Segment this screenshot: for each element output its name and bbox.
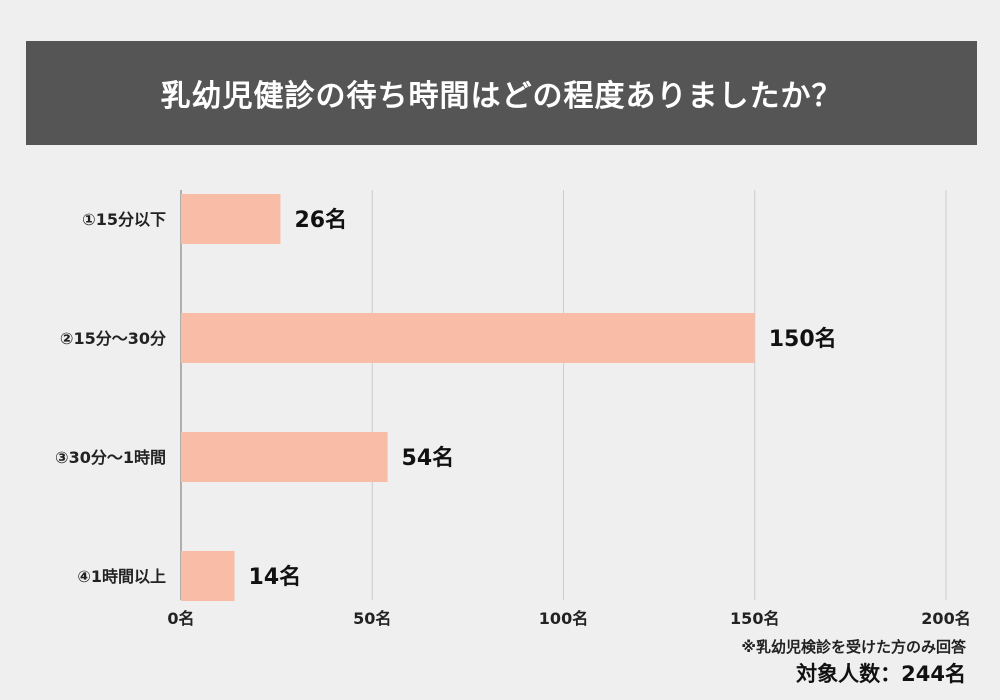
bar (181, 313, 755, 363)
value-label: 14名 (249, 564, 302, 590)
bar (181, 551, 235, 601)
value-label: 150名 (769, 326, 837, 352)
x-tick-label: 150名 (730, 609, 779, 628)
x-tick-label: 200名 (921, 609, 970, 628)
x-tick-label: 100名 (539, 609, 588, 628)
value-label: 26名 (294, 207, 347, 233)
total-respondents: 対象人数：244名 (796, 662, 966, 686)
category-label: ④1時間以上 (77, 567, 166, 586)
category-label: ①15分以下 (82, 210, 166, 229)
bar (181, 432, 388, 482)
footnote: ※乳幼児検診を受けた方のみ回答 (741, 638, 966, 656)
title-bar: 乳幼児健診の待ち時間はどの程度ありましたか？ (26, 41, 977, 145)
value-label: 54名 (402, 445, 455, 471)
x-tick-label: 50名 (353, 609, 391, 628)
x-tick-label: 0名 (167, 609, 194, 628)
category-label: ③30分～1時間 (55, 448, 166, 467)
bar (181, 194, 281, 244)
category-label: ②15分～30分 (60, 329, 166, 348)
chart-title: 乳幼児健診の待ち時間はどの程度ありましたか？ (160, 79, 843, 114)
